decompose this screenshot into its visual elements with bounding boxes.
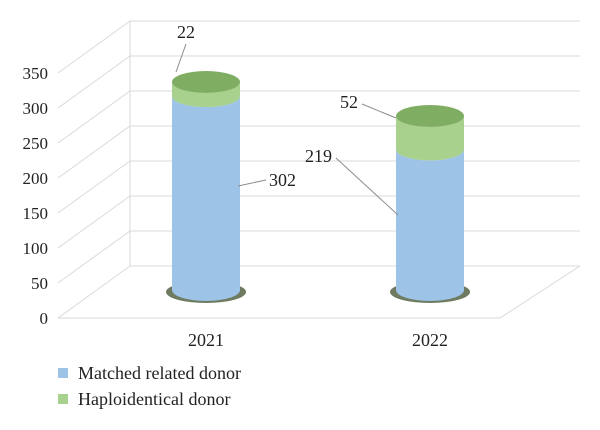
y-tick-label: 350	[23, 64, 49, 83]
grid-diagonal-250	[57, 90, 131, 144]
y-tick-label: 200	[23, 169, 49, 188]
data-label: 22	[177, 22, 195, 42]
leader-line	[361, 103, 397, 119]
grid-diagonal-200	[57, 125, 131, 179]
bar-haplo-2021	[172, 82, 240, 108]
bar-top-cap-2022	[396, 105, 464, 128]
data-label: 219	[305, 146, 332, 166]
x-category-label: 2021	[188, 330, 224, 350]
leader-line	[175, 43, 187, 73]
grid-diagonal-350	[57, 20, 131, 74]
bar-haplo-2022	[396, 116, 464, 161]
y-tick-label: 300	[23, 99, 49, 118]
legend-swatch-haploidentical	[58, 394, 68, 404]
leader-line	[335, 157, 399, 216]
x-category-label: 2022	[412, 330, 448, 350]
y-tick-label: 150	[23, 204, 49, 223]
legend-swatch-matched	[58, 368, 68, 378]
y-axis-ticks: 0 50 100 150 200 250 300 350	[23, 64, 49, 328]
grid-diagonal-0	[57, 265, 131, 319]
data-label: 302	[269, 170, 296, 190]
x-axis-categories: 2021 2022	[188, 330, 448, 350]
bar-matched-2021	[172, 96, 240, 301]
grid-diagonal-300	[57, 55, 131, 109]
legend-label-matched: Matched related donor	[78, 362, 241, 383]
grid-diagonal-100	[57, 195, 131, 249]
y-tick-label: 0	[40, 309, 49, 328]
y-tick-label: 250	[23, 134, 49, 153]
bars	[166, 71, 470, 303]
legend: Matched related donor Haploidentical don…	[58, 360, 241, 412]
data-labels: 302 22 219 52	[175, 22, 399, 216]
gridlines	[57, 20, 581, 319]
legend-item-matched: Matched related donor	[58, 360, 241, 386]
floor-right-edge	[499, 265, 581, 319]
grid-diagonal-50	[57, 230, 131, 284]
leader-line	[237, 179, 267, 187]
bar-top-cap-2021	[172, 71, 240, 93]
legend-item-haploidentical: Haploidentical donor	[58, 386, 241, 412]
y-tick-label: 100	[23, 239, 49, 258]
grid-diagonal-150	[57, 160, 131, 214]
data-label: 52	[340, 92, 358, 112]
bar-matched-2022	[396, 149, 464, 301]
y-tick-label: 50	[31, 274, 48, 293]
legend-label-haploidentical: Haploidentical donor	[78, 388, 231, 409]
